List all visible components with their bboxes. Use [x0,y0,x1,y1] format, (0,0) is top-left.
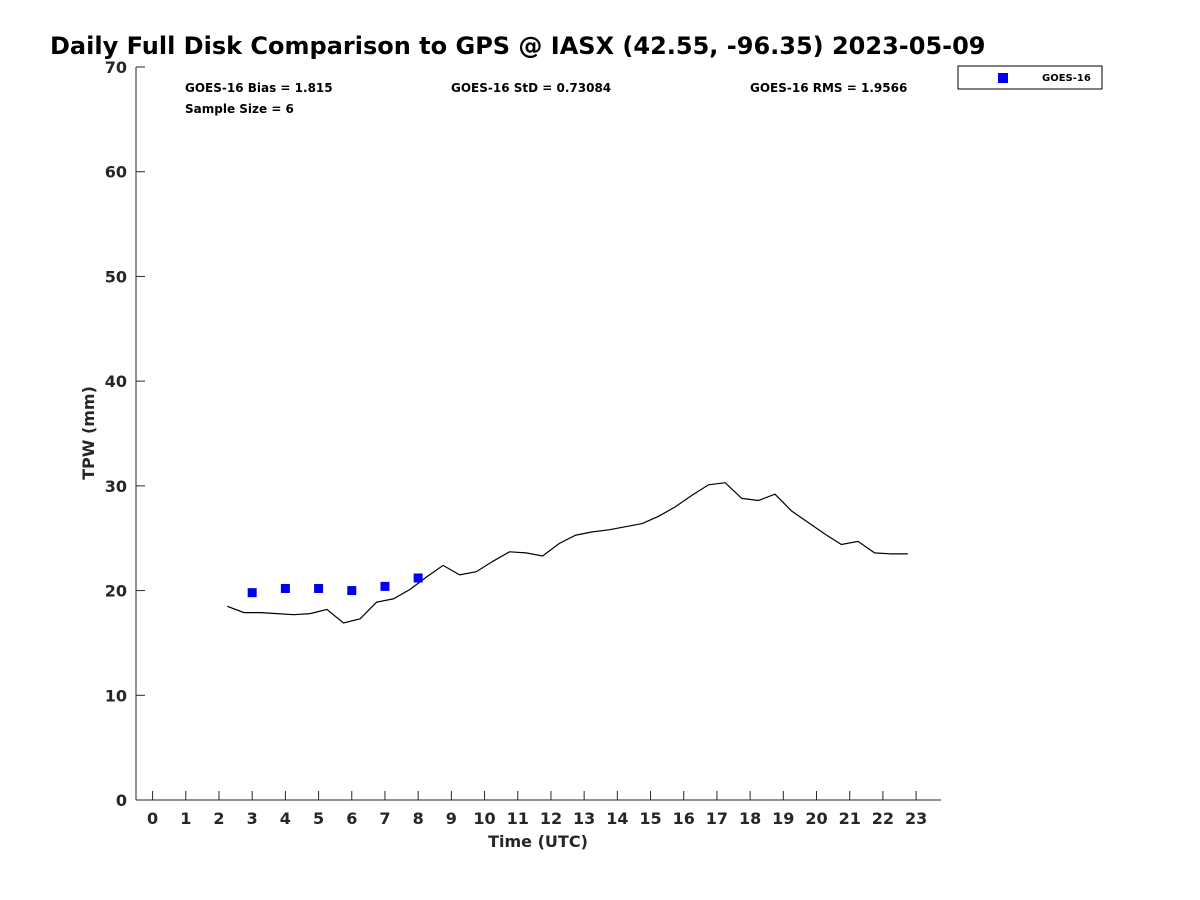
y-tick-label: 40 [105,372,127,391]
x-tick-label: 3 [247,809,258,828]
y-tick-label: 10 [105,686,127,705]
x-tick-label: 19 [772,809,794,828]
rms-stat: GOES-16 RMS = 1.9566 [750,81,907,95]
x-tick-label: 15 [639,809,661,828]
x-tick-label: 18 [739,809,761,828]
x-tick-label: 20 [805,809,827,828]
x-axis-label: Time (UTC) [488,832,588,851]
y-axis-ticks: 0 10 20 30 40 50 60 70 [105,58,145,810]
x-tick-label: 17 [706,809,728,828]
x-tick-label: 12 [540,809,562,828]
goes16-data-point [247,588,257,598]
axes [135,67,941,801]
goes16-data-point [413,573,423,583]
goes16-data-point [380,581,390,591]
bias-stat: GOES-16 Bias = 1.815 [185,81,333,95]
y-tick-label: 60 [105,163,127,182]
x-tick-label: 10 [473,809,495,828]
x-tick-label: 14 [606,809,628,828]
legend-label-goes16: GOES-16 [1042,73,1091,84]
y-tick-label: 0 [116,791,127,810]
goes16-series-points [247,573,423,598]
x-tick-label: 2 [213,809,224,828]
legend-marker-goes16 [998,73,1008,83]
x-tick-label: 8 [413,809,424,828]
x-tick-label: 11 [507,809,529,828]
chart-title: Daily Full Disk Comparison to GPS @ IASX… [50,32,986,60]
x-tick-label: 23 [905,809,927,828]
legend: GOES-16 [957,65,1103,90]
y-tick-label: 70 [105,58,127,77]
goes16-data-point [280,583,290,593]
goes16-data-point [347,586,357,596]
gps-series-line [227,482,908,624]
x-tick-label: 7 [379,809,390,828]
x-tick-label: 4 [280,809,291,828]
y-tick-label: 50 [105,267,127,286]
y-tick-label: 20 [105,582,127,601]
x-tick-label: 6 [346,809,357,828]
x-tick-label: 16 [673,809,695,828]
x-axis-ticks: 0 1 2 3 4 5 6 7 8 9 10 11 12 13 14 15 16 17 18 19 20 21 22 23 [147,791,927,828]
std-stat: GOES-16 StD = 0.73084 [451,81,611,95]
x-tick-label: 9 [446,809,457,828]
y-axis-label: TPW (mm) [79,386,98,480]
gps-tpw-line [227,482,908,624]
x-tick-label: 5 [313,809,324,828]
sample-size-stat: Sample Size = 6 [185,102,294,116]
x-tick-label: 21 [839,809,861,828]
x-tick-label: 1 [180,809,191,828]
x-tick-label: 22 [872,809,894,828]
y-tick-label: 30 [105,477,127,496]
goes16-data-point [314,583,324,593]
x-tick-label: 0 [147,809,158,828]
legend-box [957,65,1103,90]
x-tick-label: 13 [573,809,595,828]
